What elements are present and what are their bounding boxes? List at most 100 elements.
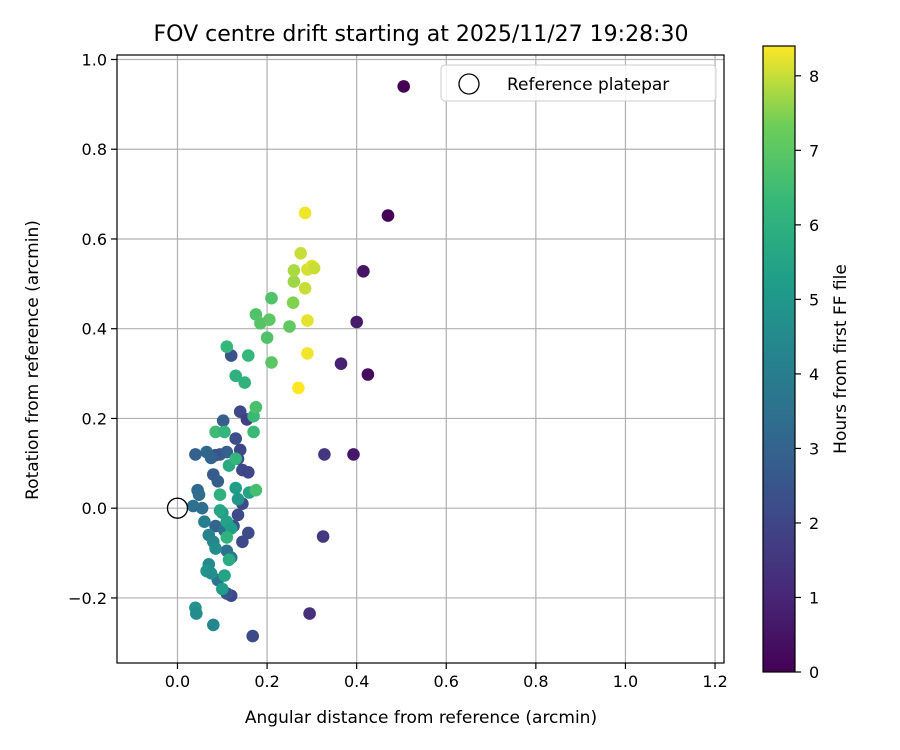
reference-platepar-marker <box>166 497 189 519</box>
data-point <box>361 368 375 381</box>
x-tick-label: 0.4 <box>344 672 369 691</box>
data-point <box>220 531 234 544</box>
legend-label: Reference platepar <box>507 75 669 95</box>
data-point <box>213 488 227 502</box>
colorbar-label: Hours from first FF file <box>831 264 851 454</box>
data-point <box>247 425 260 439</box>
data-point <box>236 535 249 549</box>
data-point <box>229 369 242 383</box>
data-point <box>242 526 255 540</box>
data-point <box>220 340 234 354</box>
data-point <box>298 206 312 220</box>
y-axis-label: Rotation from reference (arcmin) <box>23 220 43 500</box>
data-point <box>263 313 276 327</box>
data-point <box>357 265 370 278</box>
data-point <box>231 492 245 506</box>
colorbar <box>763 46 795 672</box>
data-point <box>195 501 209 515</box>
data-point <box>265 291 278 305</box>
data-point <box>347 448 360 461</box>
data-point <box>265 356 278 369</box>
colorbar-tick-label: 4 <box>809 365 819 384</box>
data-point <box>216 414 230 428</box>
x-tick-label: 1.2 <box>702 672 727 691</box>
data-point <box>283 320 296 333</box>
data-point <box>249 400 263 414</box>
data-point <box>190 607 203 620</box>
data-point <box>192 488 206 502</box>
data-point <box>204 567 218 580</box>
data-point <box>298 282 312 295</box>
legend-box <box>440 64 717 102</box>
plot-frame <box>116 54 725 664</box>
data-point <box>211 475 225 488</box>
data-point <box>350 315 364 329</box>
data-point <box>189 448 202 461</box>
colorbar-tick-label: 6 <box>809 216 819 235</box>
data-point <box>242 466 255 479</box>
data-point <box>220 445 234 459</box>
data-point <box>292 381 305 395</box>
data-point <box>238 376 251 389</box>
y-tick-label: 0.0 <box>82 499 107 518</box>
data-point <box>246 629 259 643</box>
data-point <box>218 569 231 582</box>
data-point <box>381 209 395 222</box>
colorbar-tick-label: 1 <box>809 588 819 607</box>
data-point <box>301 347 314 360</box>
colorbar-ticks: 0 1 2 3 4 5 6 7 8 <box>795 67 819 682</box>
colorbar-tick-label: 2 <box>809 514 819 533</box>
x-tick-label: 0.6 <box>434 672 459 691</box>
chart-title: FOV centre drift starting at 2025/11/27 … <box>154 22 689 47</box>
y-tick-label: 0.4 <box>82 320 107 339</box>
x-tick-label: 0.2 <box>254 672 279 691</box>
data-point <box>303 607 316 620</box>
colorbar-frame <box>762 45 796 673</box>
data-point <box>249 483 263 497</box>
colorbar-tick-label: 3 <box>809 439 819 458</box>
data-point <box>209 542 222 555</box>
data-point <box>229 452 242 466</box>
legend-marker-icon <box>458 73 480 95</box>
data-point <box>209 425 222 439</box>
grid <box>117 55 724 663</box>
x-tick-label: 1.0 <box>613 672 638 691</box>
y-tick-label: 0.6 <box>82 230 107 249</box>
legend: Reference platepar <box>440 64 717 102</box>
data-point <box>260 331 274 345</box>
data-point <box>207 618 220 632</box>
data-point <box>397 80 411 93</box>
data-point <box>204 451 218 465</box>
data-point <box>318 448 331 461</box>
data-point <box>222 553 236 567</box>
data-point <box>316 530 330 543</box>
data-point <box>218 425 231 439</box>
y-tick-label: 0.2 <box>82 409 107 428</box>
colorbar-tick-label: 5 <box>809 290 819 309</box>
data-point <box>307 261 321 275</box>
data-point <box>216 582 229 596</box>
data-point <box>287 264 301 277</box>
y-tick-label: 0.8 <box>82 140 107 159</box>
data-point <box>287 275 301 288</box>
data-points <box>166 80 411 643</box>
data-point <box>334 357 348 371</box>
data-point <box>294 247 308 260</box>
data-point <box>229 432 242 445</box>
y-tick-label: −0.2 <box>68 589 107 608</box>
x-tick-label: 0.8 <box>523 672 548 691</box>
x-axis-label: Angular distance from reference (arcmin) <box>245 708 597 728</box>
colorbar-tick-label: 8 <box>809 67 819 86</box>
data-point <box>231 508 245 522</box>
data-point <box>286 296 300 310</box>
x-axis-ticks: 0.0 0.2 0.4 0.6 0.8 1.0 1.2 <box>165 663 728 691</box>
x-tick-label: 0.0 <box>165 672 190 691</box>
data-point <box>242 349 255 362</box>
data-point <box>213 504 227 517</box>
data-point <box>198 515 211 528</box>
colorbar-tick-label: 0 <box>809 663 819 682</box>
y-tick-label: 1.0 <box>82 50 107 69</box>
y-axis-ticks: −0.2 0.0 0.2 0.4 0.6 0.8 1.0 <box>68 50 117 608</box>
data-point <box>229 481 242 495</box>
